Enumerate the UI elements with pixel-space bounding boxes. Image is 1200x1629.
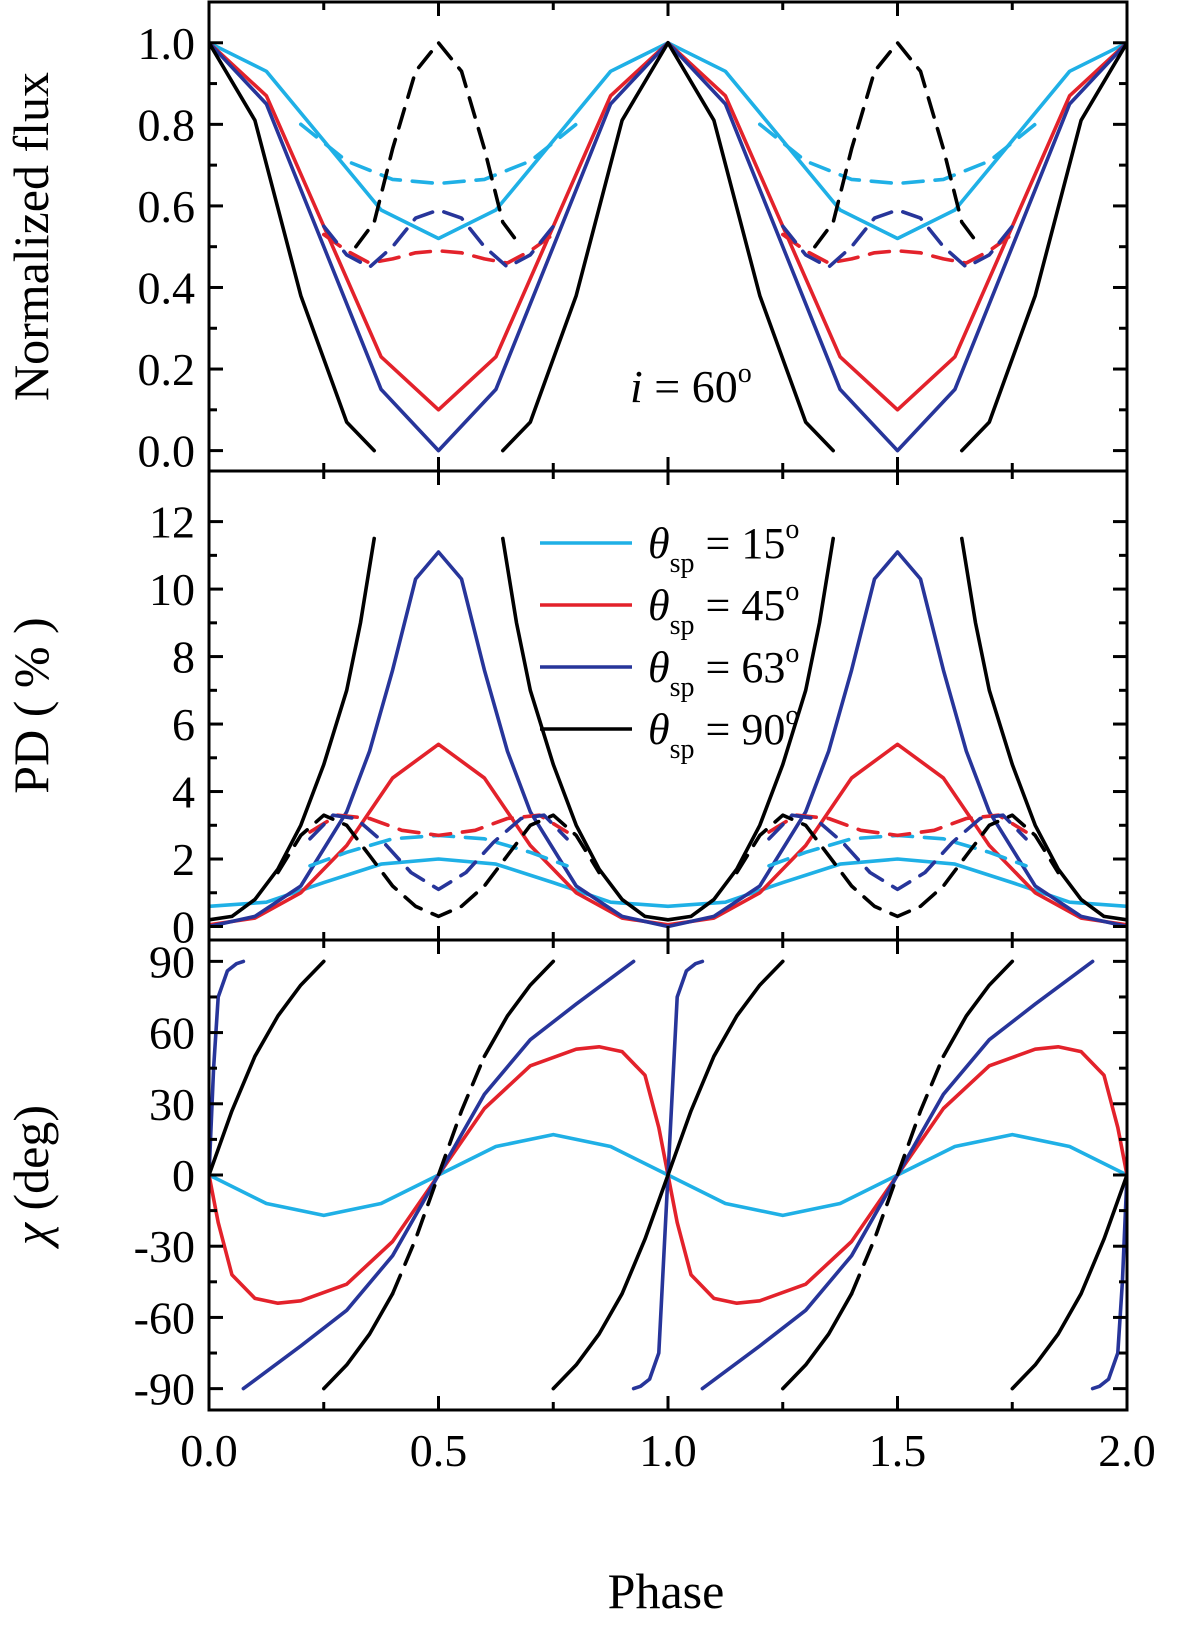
bottom-ytick-label: 60: [149, 1008, 195, 1059]
legend-item: θsp = 45o: [540, 576, 799, 641]
middle-series-12: [276, 813, 601, 919]
middle-ytick-label: 0: [172, 902, 195, 953]
x-tick-label: 0.0: [180, 1425, 238, 1476]
x-axis-label: Phase: [608, 1563, 725, 1619]
legend-item: θsp = 90o: [540, 700, 799, 765]
bottom-series-15: [1010, 1173, 1127, 1391]
middle-ytick-label: 2: [172, 834, 195, 885]
bottom-y-axis-label: χ (deg): [3, 1105, 59, 1249]
top-series-6: [299, 122, 578, 186]
bottom-series-6: [1090, 1173, 1127, 1391]
top-ytick-label: 0.0: [138, 426, 196, 477]
top-series-8: [322, 232, 556, 265]
bottom-series-11: [551, 959, 785, 1391]
panel-bottom: 90 60 30 0 -30 -60 -90 χ (deg): [3, 936, 1129, 1415]
bottom-ytick-label: -30: [134, 1221, 195, 1272]
middle-ytick-label: 8: [172, 632, 195, 683]
top-series-0: [209, 41, 1127, 241]
bottom-series-13: [849, 1054, 946, 1296]
middle-series-0: [209, 857, 1127, 909]
legend-item: θsp = 63o: [540, 638, 799, 703]
bottom-series-8: [322, 1291, 395, 1391]
inclination-annotation: i = 60o: [630, 358, 752, 412]
bottom-ytick-label: 30: [149, 1079, 195, 1130]
x-tick-label: 1.0: [639, 1425, 697, 1476]
top-series-3: [209, 41, 376, 453]
top-series-7: [758, 122, 1037, 186]
bottom-series-10: [482, 959, 556, 1059]
bottom-series-12: [781, 1291, 854, 1391]
middle-series-13: [735, 813, 1060, 919]
middle-series-4: [501, 536, 835, 922]
x-tick-label: 1.5: [869, 1425, 927, 1476]
bottom-ytick-label: -90: [134, 1364, 195, 1415]
top-series-9: [781, 232, 1015, 265]
top-series-5: [960, 41, 1127, 453]
middle-ytick-label: 12: [149, 497, 195, 548]
middle-series-1: [209, 742, 1127, 927]
legend-label: θsp = 45o: [648, 576, 799, 641]
middle-y-axis-label: PD ( % ): [3, 617, 59, 793]
top-ytick-label: 0.4: [138, 262, 196, 313]
x-tick-label: 2.0: [1098, 1425, 1156, 1476]
middle-series-3: [209, 536, 376, 922]
top-series-11: [781, 208, 1015, 269]
top-series-1: [209, 41, 1127, 412]
top-ytick-label: 1.0: [138, 18, 196, 69]
top-y-axis-label: Normalized flux: [3, 72, 59, 401]
legend-label: θsp = 15o: [648, 514, 799, 579]
bottom-ytick-label: 0: [172, 1150, 195, 1201]
bottom-series-7: [209, 959, 326, 1177]
bottom-series-14: [941, 959, 1015, 1059]
middle-series-5: [960, 536, 1127, 922]
middle-ytick-label: 4: [172, 767, 195, 818]
top-series-4: [501, 41, 835, 453]
middle-series-10: [308, 813, 569, 892]
middle-ytick-label: 10: [149, 564, 195, 615]
bottom-series-2: [209, 959, 246, 1177]
bottom-series-9: [390, 1054, 487, 1296]
top-series-10: [322, 208, 556, 269]
bottom-ytick-label: 90: [149, 936, 195, 987]
top-ytick-label: 0.6: [138, 181, 196, 232]
middle-ytick-label: 6: [172, 699, 195, 750]
panel-top: 0.0 0.2 0.4 0.6 0.8 1.0 Normalized flux: [3, 0, 1129, 477]
top-ytick-label: 0.2: [138, 344, 196, 395]
top-series-12: [354, 41, 523, 249]
x-tick-label: 0.5: [410, 1425, 468, 1476]
legend-label: θsp = 90o: [648, 700, 799, 765]
middle-series-11: [767, 813, 1028, 892]
bottom-ytick-label: -60: [134, 1292, 195, 1343]
legend-item: θsp = 15o: [540, 514, 799, 579]
legend-label: θsp = 63o: [648, 638, 799, 703]
top-ytick-label: 0.8: [138, 99, 196, 150]
top-series-13: [813, 41, 982, 249]
